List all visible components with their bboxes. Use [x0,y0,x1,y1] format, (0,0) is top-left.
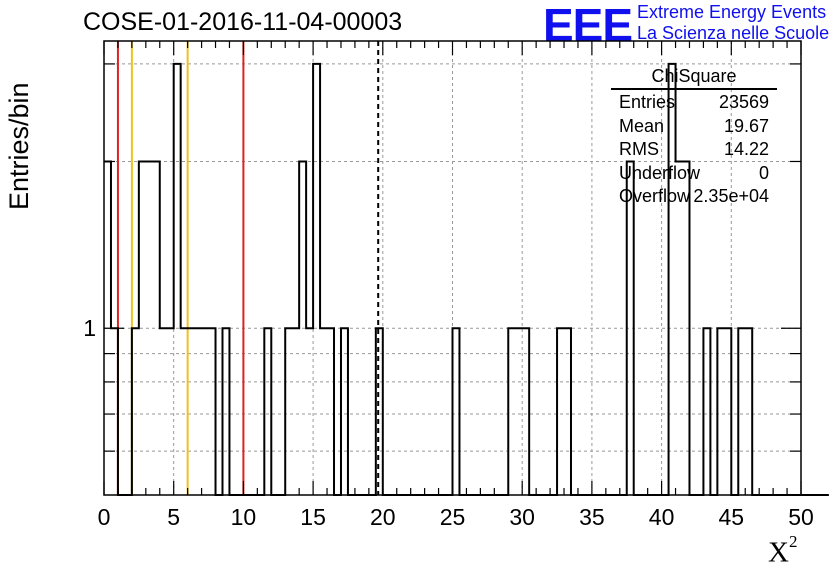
tick-labels-layer: 0 5 10 15 20 25 30 35 40 45 50 1 [83,315,814,530]
stats-key: RMS [619,139,659,159]
stats-value: 14.22 [723,139,769,159]
logo-line-2: La Scienza nelle Scuole [637,23,830,43]
x-tick-label: 15 [300,504,326,530]
stats-key: Underflow [619,162,701,183]
stats-key: Mean [619,115,665,136]
stats-value: 0 [758,162,769,183]
plot-title: COSE-01-2016-11-04-00003 [83,8,403,36]
x-tick-label: 50 [788,504,814,530]
stats-key: Entries [619,92,676,112]
x-tick-label: 20 [370,504,396,530]
x-tick-label: 35 [579,504,605,530]
x-tick-label: 30 [509,504,535,530]
stats-title: ChiSquare [611,66,777,90]
stats-row-overflow: Overflow 2.35e+04 [611,185,777,209]
x-tick-label: 5 [167,504,180,530]
x-tick-label: 10 [231,504,257,530]
stats-value: 23569 [718,92,769,112]
logo-line-1: Extreme Energy Events [637,2,827,22]
x-tick-label: 40 [649,504,675,530]
stats-row-underflow: Underflow 0 [611,162,777,186]
x-tick-label: 25 [440,504,466,530]
stats-key: Overflow [619,186,691,206]
x-axis-label: X2 [768,532,797,570]
stats-row-mean: Mean 19.67 [611,115,777,139]
x-axis-label-superscript: 2 [788,532,798,551]
x-tick-label: 0 [98,504,111,530]
axes-layer [103,40,802,496]
stats-box: ChiSquare Entries 23569 Mean 19.67 RMS 1… [611,66,777,209]
x-axis-label-base: X [768,536,789,569]
stats-value: 2.35e+04 [693,186,769,206]
stats-value: 19.67 [723,115,769,136]
y-tick-label: 1 [83,315,96,341]
x-tick-label: 45 [719,504,745,530]
eee-logo: EEE [543,0,633,51]
stats-row-rms: RMS 14.22 [611,138,777,162]
stats-row-entries: Entries 23569 [611,91,777,115]
